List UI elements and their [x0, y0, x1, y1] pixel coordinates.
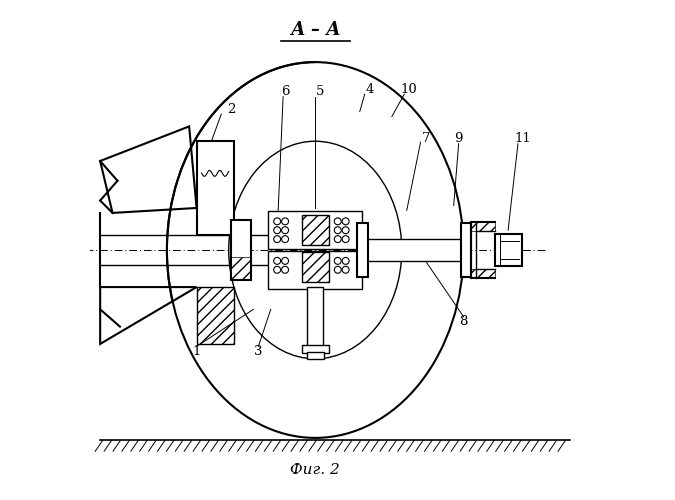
Text: 11: 11 — [514, 132, 531, 145]
Text: А – А: А – А — [290, 21, 341, 39]
Text: 7: 7 — [423, 132, 431, 145]
Bar — [268, 212, 362, 248]
Text: 2: 2 — [227, 102, 236, 116]
Bar — [471, 268, 495, 278]
Bar — [302, 252, 329, 282]
Text: 9: 9 — [454, 132, 463, 145]
Bar — [196, 287, 234, 344]
Text: 8: 8 — [460, 315, 468, 328]
Bar — [196, 141, 234, 235]
Bar — [232, 220, 251, 280]
Bar — [307, 287, 323, 346]
Text: 3: 3 — [254, 345, 263, 358]
Text: 1: 1 — [192, 345, 200, 358]
Text: Фиг. 2: Фиг. 2 — [290, 463, 340, 477]
Bar — [495, 234, 522, 266]
Bar — [307, 352, 323, 360]
Bar — [471, 222, 495, 232]
Bar — [268, 252, 362, 288]
Text: 4: 4 — [365, 83, 374, 96]
Bar — [362, 239, 468, 261]
Bar — [461, 223, 471, 277]
Bar — [232, 258, 251, 280]
Text: 6: 6 — [281, 86, 290, 98]
Bar — [302, 216, 329, 245]
Bar — [357, 223, 368, 277]
Text: 5: 5 — [316, 86, 325, 98]
Bar — [302, 346, 329, 353]
Text: 10: 10 — [401, 83, 418, 96]
